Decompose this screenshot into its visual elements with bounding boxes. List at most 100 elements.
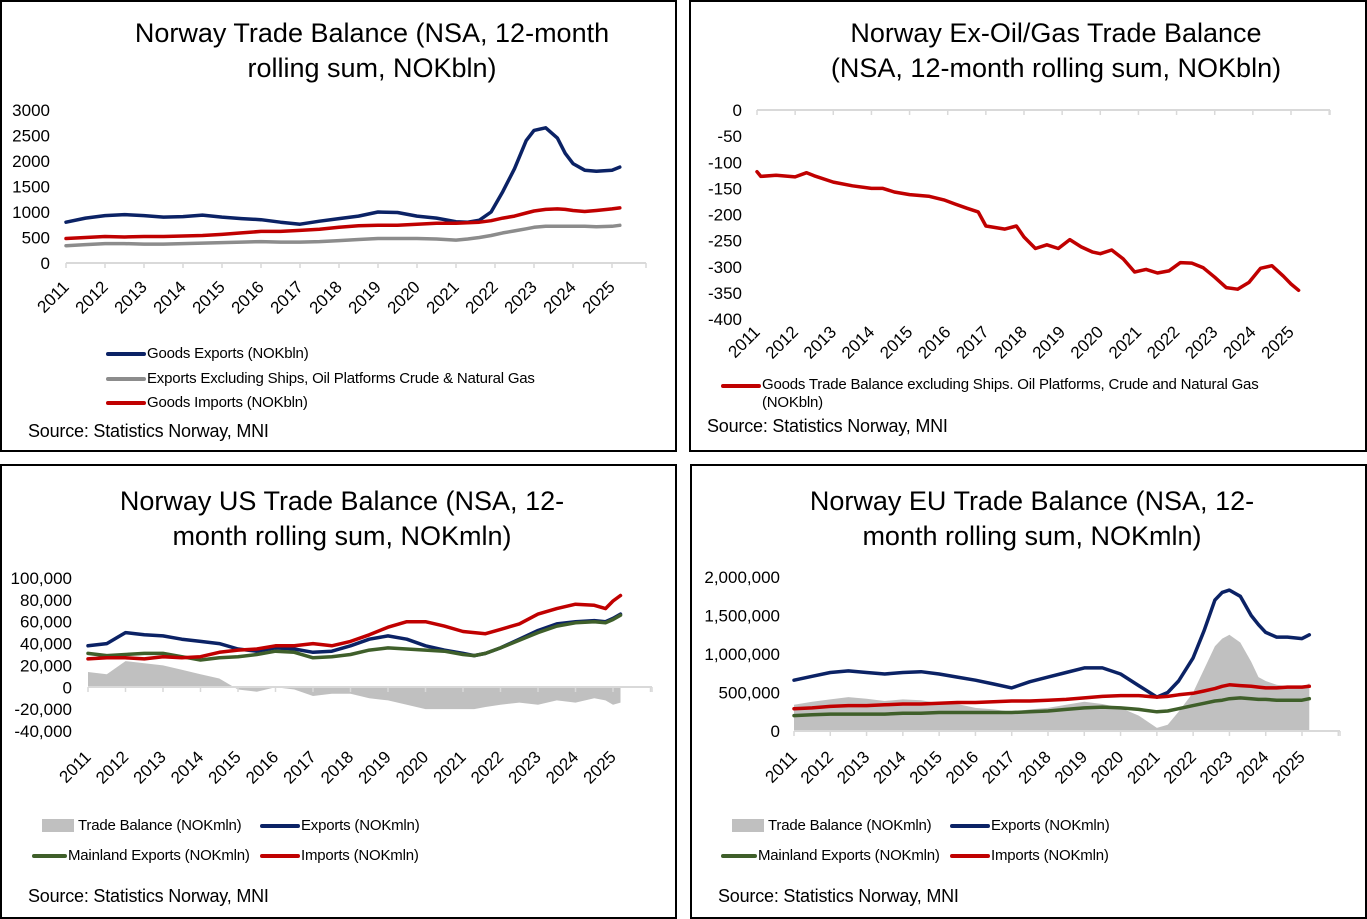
y-tick-label: 60,000 bbox=[20, 613, 72, 632]
source-note: Source: Statistics Norway, MNI bbox=[28, 421, 269, 441]
x-tick-label: 2020 bbox=[384, 277, 424, 317]
title-line-1: Norway Ex-Oil/Gas Trade Balance bbox=[850, 18, 1262, 48]
x-tick-label: 2025 bbox=[579, 277, 619, 317]
x-tick-label: 2014 bbox=[150, 277, 190, 317]
legend-item-goods-exports: Goods Exports (NOKbln) bbox=[106, 345, 309, 362]
x-tick-label: 2011 bbox=[762, 747, 801, 786]
chart-norway-eu-trade-balance: 0500,0001,000,0001,500,0002,000,00020112… bbox=[704, 568, 1341, 788]
x-tick-label: 2018 bbox=[1015, 747, 1055, 787]
x-tick-label: 2022 bbox=[462, 277, 502, 317]
y-tick-label: 40,000 bbox=[20, 635, 72, 654]
title-line-2: month rolling sum, NOKmln) bbox=[172, 521, 512, 551]
y-tick-label: 0 bbox=[771, 722, 780, 741]
panel-norway-ex-oil-gas-trade-balance: Norway Ex-Oil/Gas Trade Balance (NSA, 12… bbox=[689, 0, 1367, 452]
chart-norway-us-trade-balance: 100,000 80,000 60,000 40,000 20,000 0 -20,000 -… bbox=[11, 569, 653, 788]
x-tick-label: 2014 bbox=[167, 747, 207, 787]
legend-label: Goods Imports (NOKbln) bbox=[147, 394, 308, 411]
x-tick-label: 2012 bbox=[797, 747, 837, 787]
legend-item-mainland-exports: Mainland Exports (NOKmln) bbox=[32, 847, 250, 864]
x-tick-label: 2012 bbox=[92, 747, 132, 787]
legend-item-goods-imports: Goods Imports (NOKbln) bbox=[106, 394, 308, 411]
y-tick-label: -20,000 bbox=[14, 700, 72, 719]
x-tick-label: 2020 bbox=[392, 747, 432, 787]
x-tick-label: 2017 bbox=[978, 747, 1018, 787]
x-tick-label: 2021 bbox=[1105, 322, 1145, 362]
y-tick-label: -150 bbox=[708, 179, 742, 198]
legend-item-exports-ex-ships: Exports Excluding Ships, Oil Platforms C… bbox=[106, 370, 535, 387]
legend-label: Imports (NOKmln) bbox=[991, 847, 1109, 864]
x-tick-label: 2014 bbox=[838, 322, 878, 362]
x-tick-label: 2024 bbox=[1232, 747, 1272, 787]
x-tick-label: 2020 bbox=[1067, 322, 1107, 362]
title-line-1: Norway US Trade Balance (NSA, 12- bbox=[119, 486, 565, 516]
x-tick-label: 2018 bbox=[991, 322, 1031, 362]
x-tick-label: 2019 bbox=[345, 277, 385, 317]
y-tick-label: 2000 bbox=[12, 152, 50, 171]
x-tick-label: 2013 bbox=[111, 277, 151, 317]
legend-swatch bbox=[732, 819, 764, 832]
legend-label: Goods Exports (NOKbln) bbox=[147, 345, 309, 362]
y-tick-label: 2,000,000 bbox=[704, 568, 780, 587]
y-tick-label: 1,000,000 bbox=[704, 645, 780, 664]
legend-swatch bbox=[950, 823, 990, 828]
x-tick-label: 2022 bbox=[1160, 747, 1200, 787]
chart-title: Norway Ex-Oil/Gas Trade Balance (NSA, 12… bbox=[751, 16, 1361, 86]
chart-norway-ex-oil-gas-trade-balance: 0-50-100-150-200-250-300-350-40020112012… bbox=[708, 101, 1331, 363]
legend-item-trade-balance: Trade Balance (NOKmln) bbox=[42, 817, 242, 834]
y-tick-label: 1500 bbox=[12, 178, 50, 197]
x-tick-label: 2019 bbox=[1051, 747, 1091, 787]
x-tick-label: 2016 bbox=[914, 322, 954, 362]
y-tick-label: 1000 bbox=[12, 203, 50, 222]
legend-label: Exports Excluding Ships, Oil Platforms C… bbox=[147, 370, 535, 387]
line-series-exports-nokmln bbox=[792, 588, 1312, 699]
x-tick-label: 2013 bbox=[800, 322, 840, 362]
legend-swatch bbox=[106, 351, 146, 356]
title-line-2: (NSA, 12-month rolling sum, NOKbln) bbox=[830, 53, 1282, 83]
source-note: Source: Statistics Norway, MNI bbox=[718, 886, 959, 906]
y-tick-label: -200 bbox=[708, 206, 742, 225]
legend-label: Mainland Exports (NOKmln) bbox=[68, 847, 250, 864]
legend-label: Imports (NOKmln) bbox=[301, 847, 419, 864]
legend-swatch bbox=[32, 853, 67, 858]
y-tick-label: 2500 bbox=[12, 127, 50, 146]
x-tick-label: 2011 bbox=[34, 277, 73, 316]
y-tick-label: 20,000 bbox=[20, 656, 72, 675]
x-tick-label: 2024 bbox=[540, 277, 580, 317]
x-tick-label: 2023 bbox=[1196, 747, 1236, 787]
legend-swatch bbox=[42, 819, 74, 832]
x-tick-label: 2016 bbox=[228, 277, 268, 317]
x-tick-label: 2020 bbox=[1087, 747, 1127, 787]
area-series-trade-balance bbox=[794, 634, 1310, 731]
line-series-goods-exports-nokbln bbox=[64, 126, 622, 226]
x-tick-label: 2023 bbox=[501, 277, 541, 317]
y-tick-label: 0 bbox=[63, 678, 72, 697]
x-tick-label: 2024 bbox=[542, 747, 582, 787]
line-series-mainland-exports-nokmln bbox=[792, 696, 1312, 718]
legend-item-imports: Imports (NOKmln) bbox=[950, 847, 1109, 864]
legend-label: Exports (NOKmln) bbox=[991, 817, 1110, 834]
x-tick-label: 2013 bbox=[130, 747, 170, 787]
line-series-exports-nokmln bbox=[86, 612, 623, 658]
y-tick-label: -350 bbox=[708, 284, 742, 303]
x-tick-label: 2019 bbox=[355, 747, 395, 787]
x-tick-label: 2015 bbox=[205, 747, 245, 787]
line-series-imports-nokmln bbox=[792, 683, 1312, 711]
x-tick-label: 2021 bbox=[1124, 747, 1164, 787]
legend-swatch bbox=[260, 823, 300, 828]
line-series-exports-excluding-ships-oil-platforms-crude-natural-gas bbox=[64, 223, 622, 248]
legend-swatch bbox=[260, 853, 300, 858]
title-line-2: rolling sum, NOKbln) bbox=[247, 53, 497, 83]
x-tick-label: 2022 bbox=[1143, 322, 1183, 362]
x-tick-label: 2012 bbox=[762, 322, 802, 362]
x-tick-label: 2025 bbox=[1258, 322, 1298, 362]
legend-item-imports: Imports (NOKmln) bbox=[260, 847, 419, 864]
x-tick-label: 2017 bbox=[953, 322, 993, 362]
legend-item-trade-balance: Trade Balance (NOKmln) bbox=[732, 817, 932, 834]
x-tick-label: 2021 bbox=[423, 277, 463, 317]
legend-item-exports: Exports (NOKmln) bbox=[950, 817, 1110, 834]
y-tick-label: -40,000 bbox=[14, 722, 72, 741]
x-tick-label: 2016 bbox=[942, 747, 982, 787]
line-series-imports-nokmln bbox=[86, 593, 623, 661]
legend-swatch bbox=[106, 400, 146, 405]
